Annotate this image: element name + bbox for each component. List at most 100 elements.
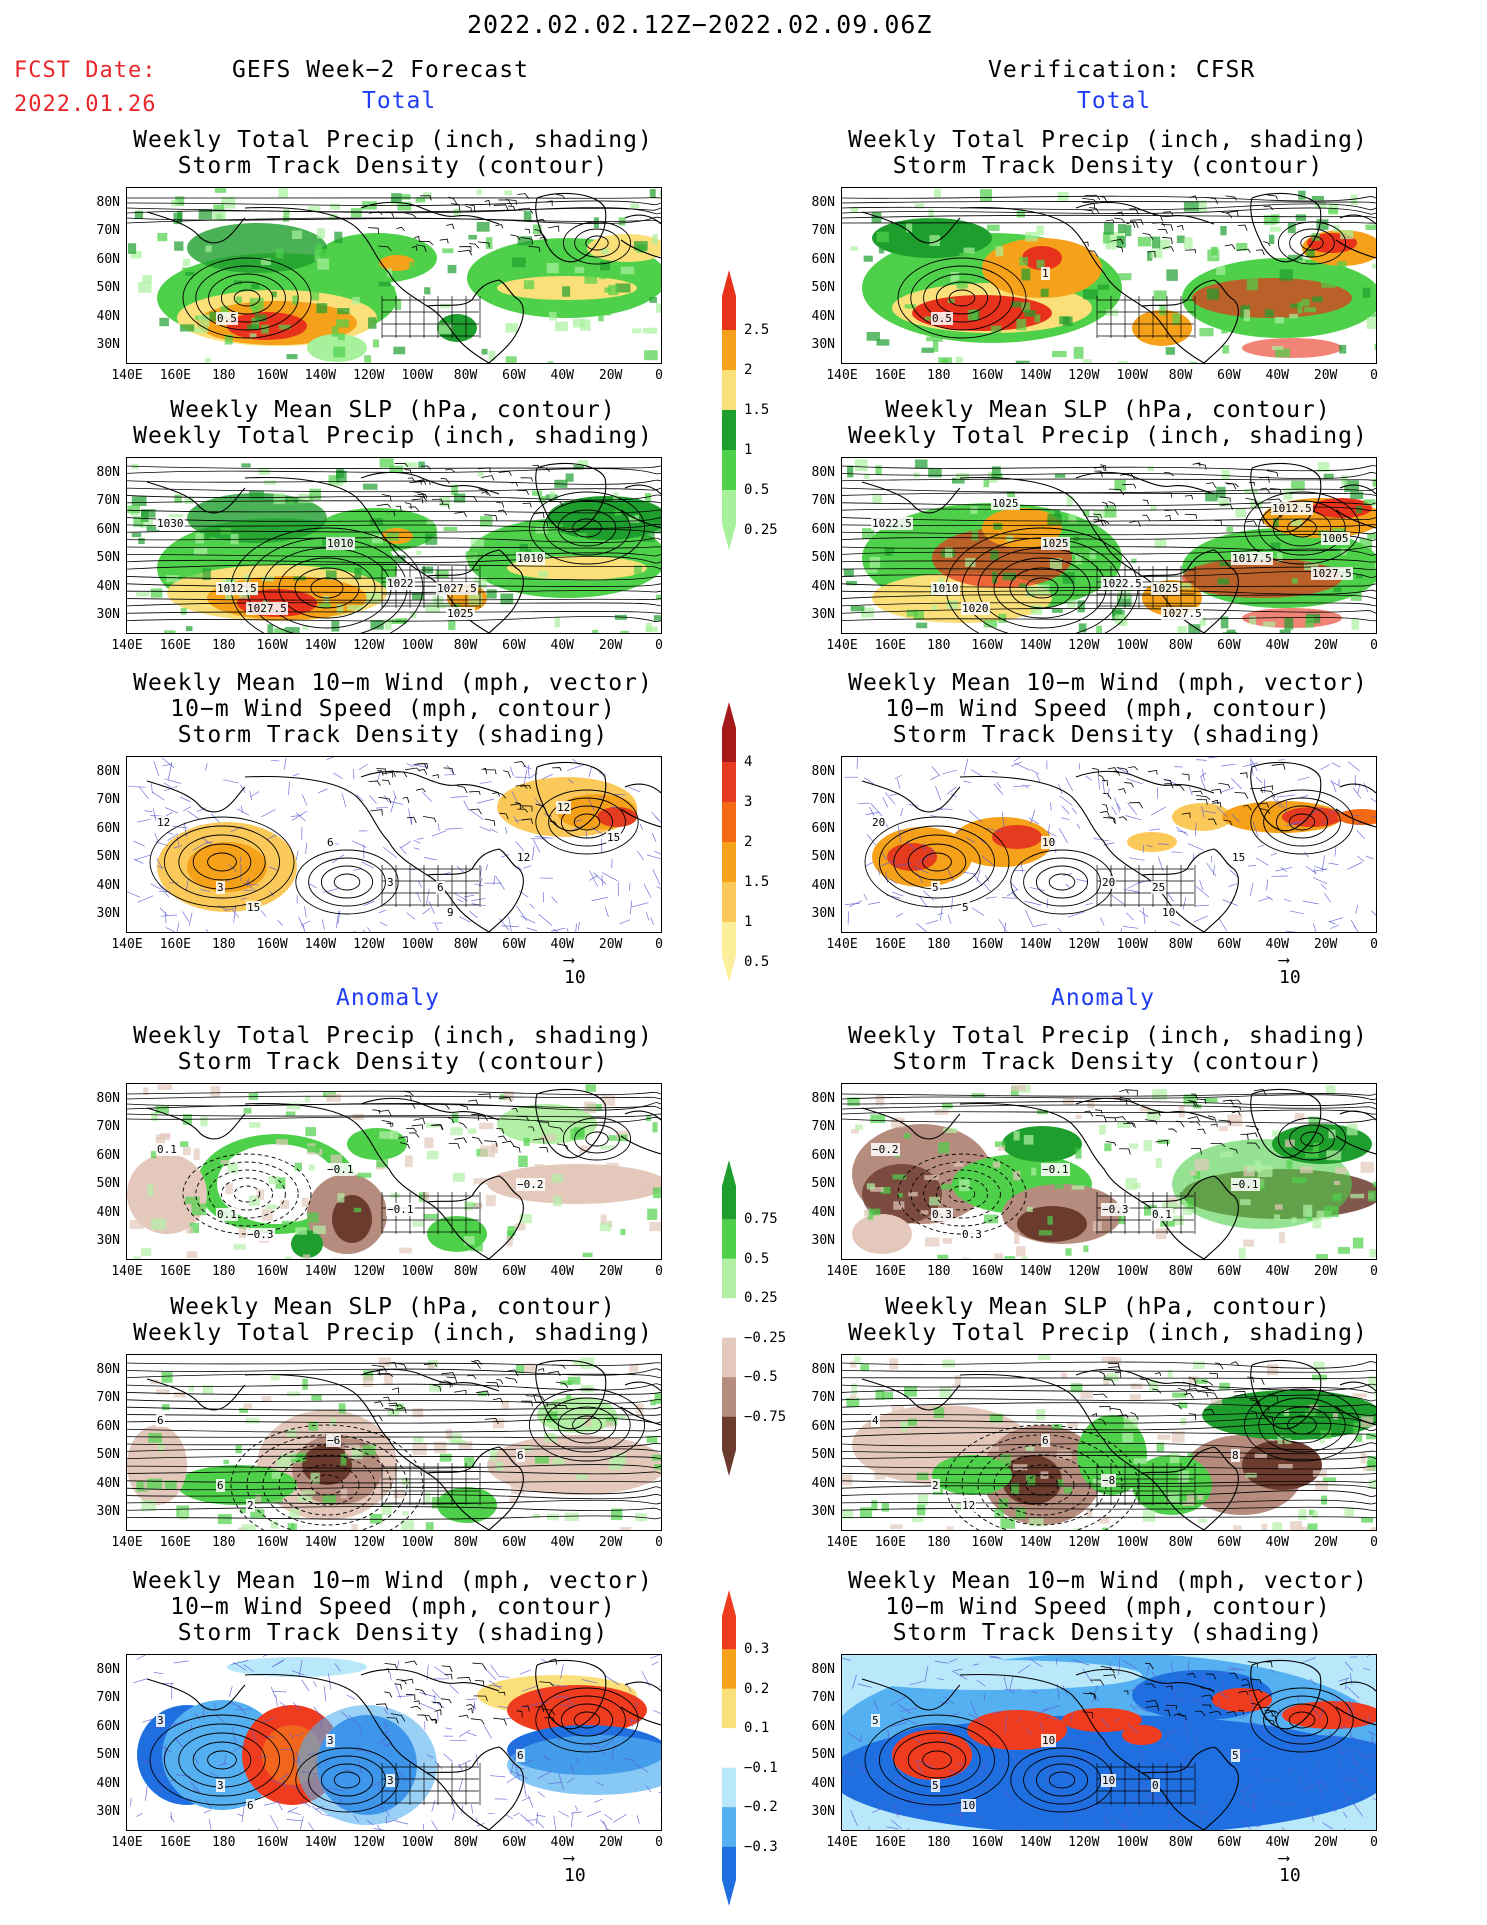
contour-label: 1012.5 bbox=[1271, 502, 1313, 515]
lat-tick-label: 80N bbox=[96, 1091, 120, 1106]
lat-tick-label: 80N bbox=[811, 1362, 835, 1377]
lat-tick-label: 60N bbox=[811, 1419, 835, 1434]
lat-tick-label: 50N bbox=[96, 849, 120, 864]
contour-label: 1025 bbox=[1151, 582, 1180, 595]
lon-tick-label: 80W bbox=[1168, 1535, 1193, 1550]
lon-tick-label: 40W bbox=[550, 937, 575, 952]
lat-tick-label: 60N bbox=[96, 1719, 120, 1734]
lat-tick-label: 50N bbox=[811, 1447, 835, 1462]
lon-tick-label: 140W bbox=[304, 1535, 337, 1550]
contour-label: 1020 bbox=[961, 602, 990, 615]
contour-label: 6 bbox=[436, 881, 445, 894]
contour-label: 1027.5 bbox=[436, 582, 478, 595]
lon-tick-label: 180 bbox=[211, 368, 236, 383]
lon-tick-label: 120W bbox=[1068, 1264, 1100, 1279]
lon-tick-label: 120W bbox=[353, 1264, 385, 1279]
anom_precip-colorbar-label: 0.25 bbox=[744, 1290, 778, 1307]
lon-tick-label: 180 bbox=[211, 1835, 236, 1850]
lat-tick-label: 80N bbox=[811, 1091, 835, 1106]
total_track-colorbar-label: 1.5 bbox=[744, 874, 770, 890]
lat-tick-label: 80N bbox=[96, 1362, 120, 1377]
left-total-label: Total bbox=[362, 88, 437, 114]
lon-tick-label: 160E bbox=[874, 1535, 907, 1550]
total_track-colorbar-label: 3 bbox=[744, 794, 753, 810]
total_track-colorbar-label: 2 bbox=[744, 834, 753, 850]
lat-tick-label: 40N bbox=[96, 309, 120, 324]
lat-tick-label: 60N bbox=[96, 252, 120, 267]
lat-tick-label: 50N bbox=[96, 1176, 120, 1191]
contour-label: −8 bbox=[1101, 1474, 1117, 1487]
lon-tick-label: 20W bbox=[1313, 638, 1338, 653]
vf-total-precip-title-line-2: Storm Track Density (contour) bbox=[892, 153, 1324, 179]
lon-tick-label: 20W bbox=[598, 1535, 623, 1550]
vf-total-wind-title-line-1: Weekly Mean 10−m Wind (mph, vector) bbox=[848, 670, 1368, 696]
contour-label: 12 bbox=[961, 1499, 977, 1512]
contour-label: −0.1 bbox=[1231, 1178, 1260, 1191]
contour-label: 2 bbox=[246, 1499, 255, 1512]
lon-tick-label: 60W bbox=[1217, 368, 1241, 383]
contour-label: 10 bbox=[961, 1799, 977, 1812]
lon-tick-label: 0 bbox=[1370, 638, 1378, 653]
lon-tick-label: 160E bbox=[874, 1264, 907, 1279]
lat-tick-label: 70N bbox=[96, 493, 120, 508]
lon-tick-label: 60W bbox=[1217, 937, 1241, 952]
lon-tick-label: 140W bbox=[304, 1264, 337, 1279]
lon-tick-label: 0 bbox=[1370, 937, 1378, 952]
lon-tick-label: 20W bbox=[598, 937, 623, 952]
lon-tick-label: 0 bbox=[1370, 368, 1378, 383]
lon-tick-label: 160W bbox=[971, 1264, 1003, 1279]
lon-tick-label: 40W bbox=[1265, 1835, 1290, 1850]
lat-tick-label: 80N bbox=[811, 465, 835, 480]
left-anomaly-label: Anomaly bbox=[336, 985, 440, 1011]
contour-label: 6 bbox=[326, 836, 335, 849]
contour-label: 3 bbox=[326, 1734, 335, 1747]
lat-tick-label: 40N bbox=[811, 1476, 835, 1491]
lon-tick-label: 20W bbox=[598, 1264, 623, 1279]
lon-tick-label: 160E bbox=[159, 1535, 192, 1550]
lon-tick-label: 140W bbox=[1019, 638, 1052, 653]
contour-label: 4 bbox=[871, 1414, 880, 1427]
anom_track-colorbar bbox=[722, 1590, 736, 1906]
fc-total-slp-map bbox=[126, 457, 662, 634]
lat-tick-label: 80N bbox=[811, 195, 835, 210]
vf-anom-slp-title-line-2: Weekly Total Precip (inch, shading) bbox=[848, 1320, 1368, 1346]
lat-tick-label: 50N bbox=[96, 280, 120, 295]
contour-label: 1005 bbox=[1321, 532, 1350, 545]
lon-tick-label: 140E bbox=[826, 368, 858, 383]
lat-tick-label: 50N bbox=[96, 1447, 120, 1462]
anom_track-colorbar-label: −0.1 bbox=[744, 1759, 778, 1776]
fc-anom-wind-title-line-3: Storm Track Density (shading) bbox=[177, 1620, 609, 1646]
vector-reference-value: 10 bbox=[564, 967, 586, 988]
contour-label: 6 bbox=[516, 1449, 525, 1462]
contour-label: 12 bbox=[156, 816, 172, 829]
contour-label: 20 bbox=[871, 816, 887, 829]
lon-tick-label: 100W bbox=[401, 1264, 433, 1279]
total_precip-colorbar-label: 0.25 bbox=[744, 522, 778, 538]
lon-tick-label: 100W bbox=[401, 937, 433, 952]
contour-label: 1030 bbox=[156, 517, 185, 530]
vector-reference: ⟶ 10 bbox=[564, 950, 586, 989]
contour-label: 10 bbox=[1041, 1734, 1057, 1747]
lon-tick-label: 60W bbox=[502, 1835, 526, 1850]
lon-tick-label: 140E bbox=[826, 1535, 858, 1550]
lon-tick-label: 20W bbox=[1313, 368, 1338, 383]
fc-anom-precip-title-line-2: Storm Track Density (contour) bbox=[177, 1049, 609, 1075]
lat-tick-label: 30N bbox=[811, 337, 835, 352]
contour-label: 12 bbox=[516, 851, 532, 864]
contour-label: 1025 bbox=[991, 497, 1020, 510]
lat-tick-label: 70N bbox=[96, 792, 120, 807]
lat-tick-label: 70N bbox=[811, 1119, 835, 1134]
lon-tick-label: 140E bbox=[111, 638, 143, 653]
lon-tick-label: 80W bbox=[1168, 638, 1193, 653]
fc-anom-slp-title-line-2: Weekly Total Precip (inch, shading) bbox=[133, 1320, 653, 1346]
contour-label: 15 bbox=[246, 901, 262, 914]
lon-tick-label: 100W bbox=[1116, 368, 1148, 383]
contour-label: −0.1 bbox=[386, 1203, 415, 1216]
total_track-colorbar-label: 1 bbox=[744, 914, 753, 930]
vector-reference: ⟶ 10 bbox=[564, 1848, 586, 1887]
lon-tick-label: 80W bbox=[453, 638, 478, 653]
vector-reference-value: 10 bbox=[564, 1865, 586, 1886]
lon-tick-label: 40W bbox=[550, 1535, 575, 1550]
vf-anom-slp-title-line-1: Weekly Mean SLP (hPa, contour) bbox=[885, 1294, 1331, 1320]
lon-tick-label: 160W bbox=[971, 368, 1003, 383]
